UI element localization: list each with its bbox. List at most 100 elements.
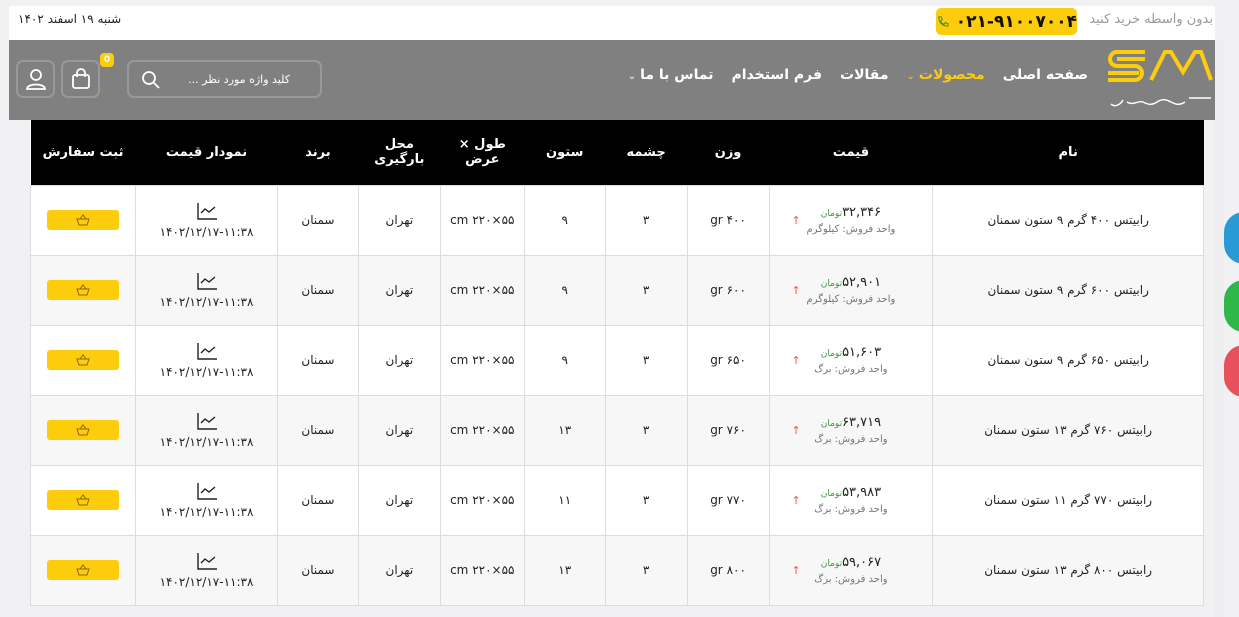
line-chart-icon[interactable] [196,342,218,360]
brand: سمنان [276,394,359,466]
currency: تومان [820,279,843,289]
order-button[interactable] [47,490,120,510]
arrow-up-icon: ↑ [791,423,801,437]
sotoon: ۱۱ [523,464,606,536]
sale-unit: واحد فروش: برگ [814,434,888,445]
price-cell: ۵۳,۹۸۳تومان واحد فروش: برگ ↑ [768,464,934,536]
price-chart-cell: ۱۴۰۲/۱۲/۱۷-۱۱:۳۸ [135,534,278,606]
arrow-up-icon: ↑ [791,493,801,507]
currency: تومان [820,209,843,219]
price-cell: ۵۱,۶۰۳تومان واحد فروش: برگ ↑ [768,324,934,396]
search-icon[interactable] [141,70,161,90]
brand: سمنان [276,254,359,326]
sotoon: ۱۳ [523,534,606,606]
user-icon [25,69,46,90]
order-cell [29,394,137,466]
size: ۵۵×۲۲۰ cm [439,464,525,536]
price-chart-cell: ۱۴۰۲/۱۲/۱۷-۱۱:۳۸ [135,324,278,396]
sotoon: ۱۳ [523,394,606,466]
weight: ۴۰۰ gr [686,184,770,256]
sale-unit: واحد فروش: برگ [814,574,888,585]
brand: سمنان [276,184,359,256]
price-cell: ۵۹,۰۶۷تومان واحد فروش: برگ ↑ [768,534,934,606]
weight: ۶۵۰ gr [686,324,770,396]
basket-icon [76,354,90,366]
currency: تومان [820,559,843,569]
price-cell: ۶۳,۷۱۹تومان واحد فروش: برگ ↑ [768,394,934,466]
nav-item-articles[interactable]: مقالات [840,67,889,83]
account-button[interactable] [16,60,55,98]
table-row: رابیتس ۴۰۰ گرم ۹ ستون سمنان ۳۲,۳۴۶تومان و… [29,184,1204,256]
line-chart-icon[interactable] [196,552,218,570]
last-updated: ۱۴۰۲/۱۲/۱۷-۱۱:۳۸ [159,504,254,519]
weight: ۷۶۰ gr [686,394,770,466]
currency: تومان [820,349,843,359]
sotoon: ۹ [523,184,606,256]
sotoon: ۹ [523,254,606,326]
search-input[interactable]: کلید واژه مورد نظر ... [127,60,322,98]
cart-count-badge: 0 [100,53,114,67]
price-chart-cell: ۱۴۰۲/۱۲/۱۷-۱۱:۳۸ [135,254,278,326]
basket-icon [76,424,90,436]
last-updated: ۱۴۰۲/۱۲/۱۷-۱۱:۳۸ [159,434,254,449]
cheshme: ۳ [604,534,688,606]
location: تهران [357,394,441,466]
product-name[interactable]: رابیتس ۶۵۰ گرم ۹ ستون سمنان [932,324,1204,396]
nav-item-products[interactable]: محصولات⌄ [906,67,985,83]
product-name[interactable]: رابیتس ۴۰۰ گرم ۹ ستون سمنان [932,184,1204,256]
phone-button[interactable]: ۰۲۱-۹۱۰۰۷۰۰۴ [936,8,1077,35]
order-cell [29,464,137,536]
order-button[interactable] [47,280,120,300]
sale-unit: واحد فروش: برگ [814,504,888,515]
basket-icon [76,564,90,576]
telegram-button[interactable] [1224,212,1239,264]
product-name[interactable]: رابیتس ۷۷۰ گرم ۱۱ ستون سمنان [932,464,1204,536]
table-row: رابیتس ۷۷۰ گرم ۱۱ ستون سمنان ۵۳,۹۸۳تومان… [29,464,1204,536]
order-button[interactable] [47,210,120,230]
price-value: ۵۳,۹۸۳ [842,485,882,500]
nav-item-home[interactable]: صفحه اصلی [1002,67,1088,83]
whatsapp-button[interactable] [1224,280,1239,332]
price-value: ۵۲,۹۰۱ [842,275,882,290]
brand: سمنان [276,534,359,606]
currency: تومان [820,489,843,499]
currency: تومان [820,419,843,429]
size: ۵۵×۲۲۰ cm [439,394,525,466]
cart-button[interactable] [61,60,100,98]
product-name[interactable]: رابیتس ۶۰۰ گرم ۹ ستون سمنان [932,254,1204,326]
order-cell [29,254,137,326]
product-name[interactable]: رابیتس ۷۶۰ گرم ۱۳ ستون سمنان [932,394,1204,466]
nav-item-jobs[interactable]: فرم استخدام [731,67,823,83]
price-value: ۵۹,۰۶۷ [842,555,882,570]
basket-icon [76,494,90,506]
column-header: محل بارگیری [358,120,441,185]
column-header: نام [932,120,1204,185]
order-button[interactable] [47,560,120,580]
price-chart-cell: ۱۴۰۲/۱۲/۱۷-۱۱:۳۸ [135,184,278,256]
column-header: نمودار قیمت [135,120,278,185]
price-value: ۵۱,۶۰۳ [842,345,882,360]
chevron-down-icon: ⌄ [906,71,915,82]
column-header: ثبت سفارش [30,120,136,185]
sale-unit: واحد فروش: برگ [814,364,888,375]
order-button[interactable] [47,420,120,440]
line-chart-icon[interactable] [196,412,218,430]
cheshme: ۳ [604,394,688,466]
location: تهران [357,184,441,256]
column-header: ستون [524,120,606,185]
weight: ۸۰۰ gr [686,534,770,606]
top-bar: بدون واسطه خرید کنید ۰۲۱-۹۱۰۰۷۰۰۴ شنبه ۱… [9,6,1215,40]
last-updated: ۱۴۰۲/۱۲/۱۷-۱۱:۳۸ [159,224,254,239]
site-logo[interactable] [1105,46,1213,112]
instagram-button[interactable] [1224,345,1239,397]
line-chart-icon[interactable] [196,482,218,500]
table-row: رابیتس ۶۰۰ گرم ۹ ستون سمنان ۵۲,۹۰۱تومان و… [29,254,1204,326]
location: تهران [357,534,441,606]
arrow-up-icon: ↑ [791,563,801,577]
line-chart-icon[interactable] [196,272,218,290]
product-name[interactable]: رابیتس ۸۰۰ گرم ۱۳ ستون سمنان [932,534,1204,606]
nav-item-contact[interactable]: تماس با ما⌄ [627,67,714,83]
line-chart-icon[interactable] [196,202,218,220]
basket-icon [76,284,90,296]
order-button[interactable] [47,350,120,370]
